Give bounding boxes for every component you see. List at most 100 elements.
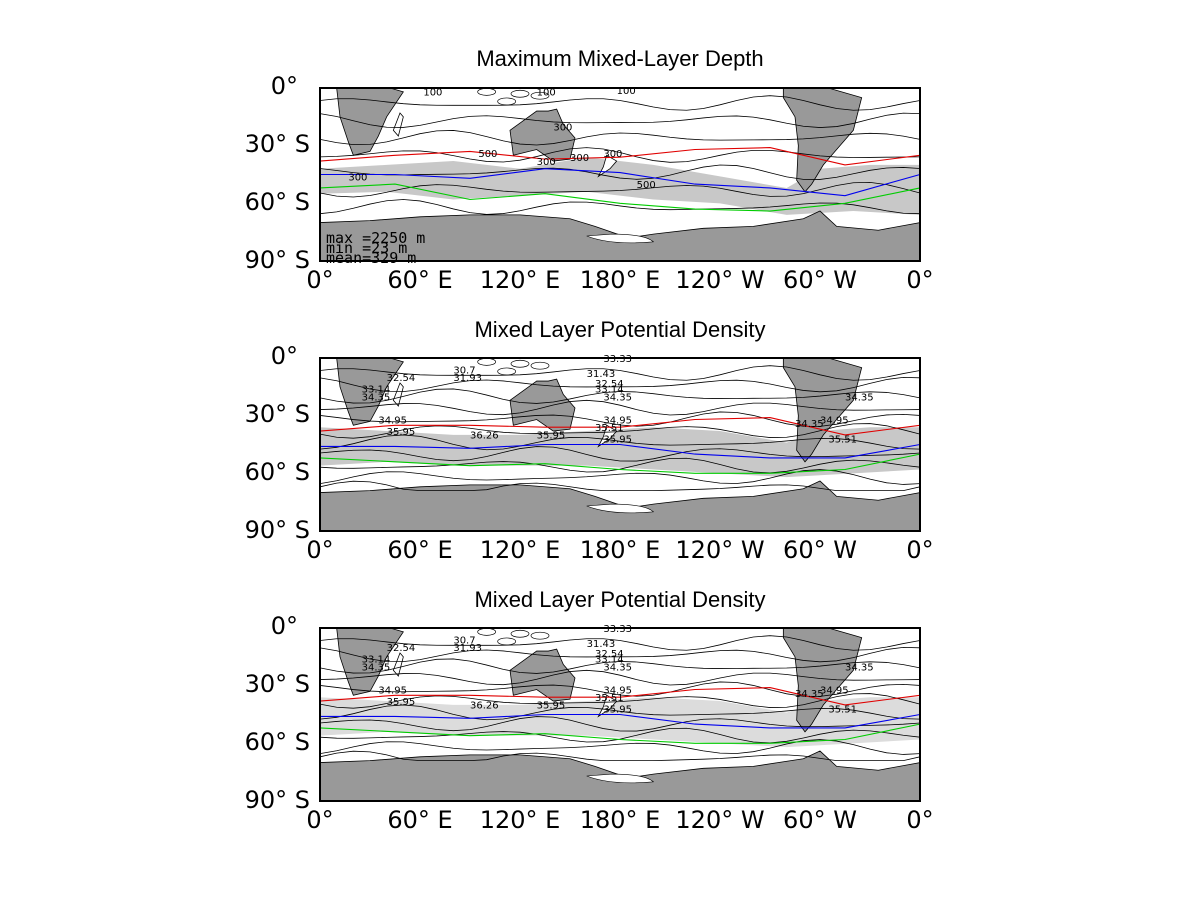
map-plot: 100 100 100 300 300 300 300 500 300 500	[319, 86, 921, 262]
contour-line	[319, 147, 921, 163]
contour-label: 32.54	[595, 379, 624, 390]
y-tick-label: 0°	[270, 72, 298, 100]
y-tick-label: 60° S	[244, 728, 310, 756]
island-outline	[510, 89, 530, 98]
madagascar	[392, 382, 404, 407]
y-tick-label: 60° S	[244, 458, 310, 486]
shaded-region	[320, 157, 920, 215]
contour-label: 34.95	[820, 415, 849, 426]
contour-label: 34.35	[603, 662, 632, 673]
contour-label: 31.43	[587, 639, 616, 650]
front-line-green	[319, 183, 921, 212]
front-line-red	[319, 147, 921, 166]
south-america-landmass	[782, 627, 863, 733]
island-outline	[477, 87, 497, 96]
island-outline	[477, 627, 497, 636]
front-line-red	[319, 417, 921, 436]
contour-line	[319, 669, 921, 686]
island-outline	[510, 359, 530, 368]
contour-label: 34.95	[378, 685, 407, 696]
new-zealand	[597, 154, 618, 178]
contour-label: 34.95	[820, 685, 849, 696]
ross-ice-shelf	[586, 233, 655, 244]
contour-line	[319, 469, 921, 485]
new-zealand	[597, 424, 618, 448]
contour-label: 35.95	[603, 705, 632, 716]
new-zealand	[597, 694, 618, 718]
panel-title: Maximum Mixed-Layer Depth	[476, 46, 764, 71]
contour-label: 33.33	[603, 624, 632, 635]
contour-line	[319, 181, 921, 198]
front-line-red	[319, 687, 921, 706]
x-tick-label: 120° W	[675, 266, 765, 294]
contour-line	[319, 388, 921, 404]
x-tick-label: 120° E	[479, 266, 561, 294]
contour-label: 100	[423, 88, 442, 99]
australia-landmass	[509, 648, 576, 702]
contour-label: 35.95	[603, 435, 632, 446]
y-tick-label: 0°	[270, 342, 298, 370]
contour-line	[319, 164, 921, 180]
contour-label: 32.54	[387, 373, 416, 384]
x-tick-label: 120° E	[479, 536, 561, 564]
stats-box: max =2250 m min =23 m mean=329 m	[326, 229, 426, 266]
contour-label: 30.7	[453, 635, 475, 646]
contour-line	[319, 716, 921, 732]
contour-label: 34.35	[362, 392, 391, 403]
stat-max: max =2250 m	[326, 229, 426, 247]
contour-label: 35.51	[595, 693, 624, 704]
contour-label: 300	[603, 149, 622, 160]
y-tick-label: 30° S	[244, 130, 310, 158]
madagascar	[392, 112, 404, 137]
y-tick-label: 0°	[270, 612, 298, 640]
contour-label: 33.14	[595, 385, 624, 396]
contour-label: 36.26	[470, 431, 499, 442]
contour-line	[319, 693, 921, 709]
australia-landmass	[509, 108, 576, 162]
contour-line	[319, 658, 921, 674]
contour-line	[319, 411, 921, 427]
contour-label: 31.43	[587, 369, 616, 380]
contour-lines	[319, 365, 921, 492]
contour-label: 30.7	[453, 365, 475, 376]
shaded-region	[320, 697, 920, 748]
front-line-blue	[320, 168, 921, 197]
contour-label: 34.35	[845, 662, 874, 673]
x-tick-label: 60° E	[387, 266, 453, 294]
contour-line	[319, 739, 921, 755]
ross-ice-shelf	[586, 503, 655, 514]
contour-label: 35.51	[828, 705, 857, 716]
contour-label: 31.93	[453, 643, 482, 654]
contour-label: 33.33	[603, 354, 632, 365]
contour-label: 36.26	[470, 701, 499, 712]
south-america-landmass	[782, 357, 863, 463]
contour-line	[319, 434, 921, 451]
front-line-blue	[320, 713, 921, 729]
island-outline	[530, 361, 550, 370]
map-frame	[319, 357, 921, 532]
contour-label: 35.95	[387, 697, 416, 708]
contour-label: 34.95	[603, 685, 632, 696]
y-tick-label: 90° S	[244, 516, 310, 544]
contour-label: 500	[637, 180, 656, 191]
x-tick-label: 0°	[306, 266, 334, 294]
madagascar	[392, 652, 404, 677]
contour-lines	[319, 635, 921, 762]
australia-landmass	[509, 378, 576, 432]
x-tick-label: 0°	[906, 806, 934, 834]
contour-line	[319, 376, 921, 393]
contour-label: 300	[537, 157, 556, 168]
contour-line	[319, 199, 921, 215]
island-outline	[497, 367, 517, 376]
contour-label: 35.95	[387, 427, 416, 438]
contour-line	[319, 635, 921, 651]
y-tick-label: 30° S	[244, 400, 310, 428]
contour-line	[319, 646, 921, 663]
x-tick-label: 60° E	[387, 536, 453, 564]
contour-label: 34.95	[603, 415, 632, 426]
contour-label: 34.35	[845, 392, 874, 403]
